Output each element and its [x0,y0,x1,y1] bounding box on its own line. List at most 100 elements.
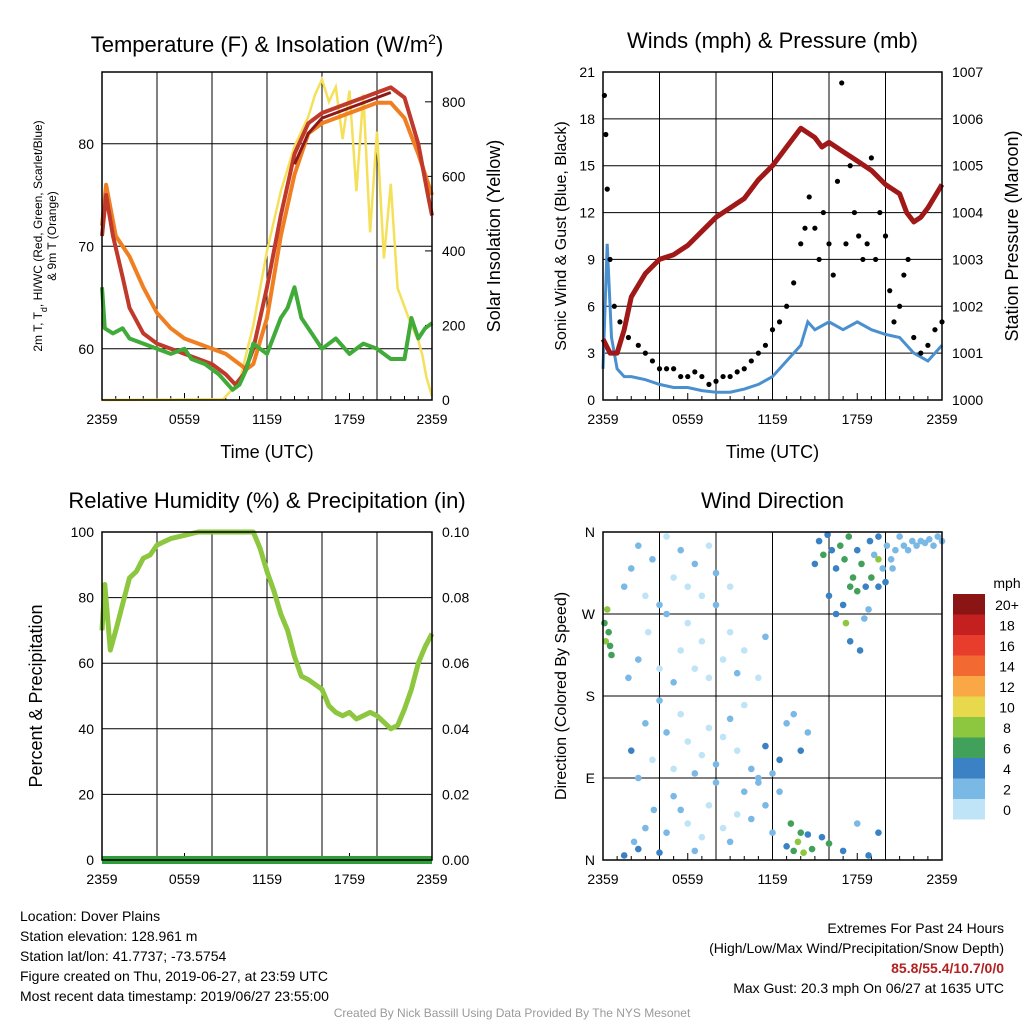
direction-point [630,838,638,846]
gust-point [656,366,663,372]
y2-tick-label: 0.10 [442,524,469,540]
direction-point [691,665,699,672]
direction-point [787,820,795,827]
direction-point [620,583,628,590]
direction-point [677,806,684,814]
direction-point [762,633,769,641]
gust-point [798,241,804,247]
solar-line [101,76,434,402]
direction-point [856,647,864,654]
direction-point [849,574,857,581]
y-tick-label: 80 [78,590,94,606]
gust-point [699,373,705,380]
x-tick-label: 2359 [86,871,117,887]
direction-point [663,610,670,618]
direction-point [896,533,903,540]
x-tick-label: 1759 [842,411,873,427]
gust-point [727,373,733,380]
direction-point [705,724,713,732]
direction-point [698,833,706,841]
x-tick-label: 0559 [672,871,703,887]
direction-point [663,533,670,540]
direction-point [889,565,896,572]
direction-point [605,628,612,636]
station-info: Location: Dover Plains Station elevation… [20,906,329,1006]
y2-tick-label: 0.04 [442,721,469,737]
y-axis-label-line2: & 9m T (Orange) [45,191,59,281]
y2-tick-label: 0.00 [442,852,469,868]
direction-point [839,847,847,855]
direction-point [862,583,870,590]
direction-point [804,831,812,838]
direction-point [800,849,807,857]
gust-point [713,378,719,384]
direction-point [913,542,920,549]
y-tick-label: 21 [579,64,595,80]
extremes-values: 85.8/55.4/10.7/0/0 [891,960,1004,976]
gust-point [663,366,670,372]
direction-point [726,583,734,590]
direction-point [934,533,942,540]
direction-point [883,542,891,549]
gust-point [776,319,783,325]
y2-tick-label: 400 [442,243,466,259]
gust-point [685,373,691,380]
y2-tick-label: 1002 [952,298,983,314]
direction-point [832,565,840,572]
direction-point [790,710,797,718]
gust-point [720,373,726,380]
direction-point [627,747,635,754]
direction-point [870,551,878,559]
direction-point [670,792,677,800]
gust-point [839,80,845,86]
direction-point [875,583,882,590]
legend-swatch [953,635,985,656]
gust-point [748,358,754,364]
gust-point [847,163,853,169]
direction-point [776,756,783,764]
temperature-chart: 2359 0559 1159 1759 2359 Temperature (F) & In… [31,31,504,462]
direction-point [705,674,713,682]
direction-point [733,669,741,677]
direction-point [875,556,882,563]
y2-axis-label: Station Pressure (Maroon) [1002,130,1022,341]
legend-swatch [953,594,985,615]
direction-point [887,556,895,563]
y2-tick-label: 600 [442,168,466,184]
green-temperature-line [100,285,434,392]
direction-point [797,829,805,836]
y-tick-label: 60 [78,341,94,357]
y-tick-label: 12 [579,205,595,221]
direction-point [677,546,684,554]
direction-point [875,533,882,540]
direction-point [642,720,649,727]
direction-point [748,765,755,773]
y-tick-label: 18 [579,111,595,127]
location-text: Location: Dover Plains [20,908,161,924]
gust-point [649,358,656,364]
gust-point [905,256,911,263]
gust-point [864,241,870,247]
y2-tick-label: 1005 [952,158,983,174]
direction-point [620,852,628,859]
direction-point [892,546,899,554]
gust-point [755,350,761,356]
y-axis-label: 2m T, Td, HI/WC (Red, Green, Scarlet/Blu… [31,120,49,351]
direction-point [691,560,699,568]
y-axis-label: Direction (Colored By Speed) [553,592,570,800]
gust-point [820,209,826,216]
legend-label: 10 [999,700,1015,716]
plot-border [101,531,433,861]
winds-chart: 2359 0559 1159 1759 2359 Winds (mph) & Pressu… [553,28,1022,462]
direction-point [698,751,706,759]
direction-point [865,852,872,859]
direction-point [677,647,684,654]
direction-point [726,715,734,723]
direction-point [882,578,889,586]
direction-point [755,779,762,786]
direction-point [794,838,802,846]
x-tick-label: 0559 [169,871,200,887]
direction-point [625,674,632,682]
gust-point [882,233,889,239]
y2-tick-label: 1003 [952,251,983,267]
